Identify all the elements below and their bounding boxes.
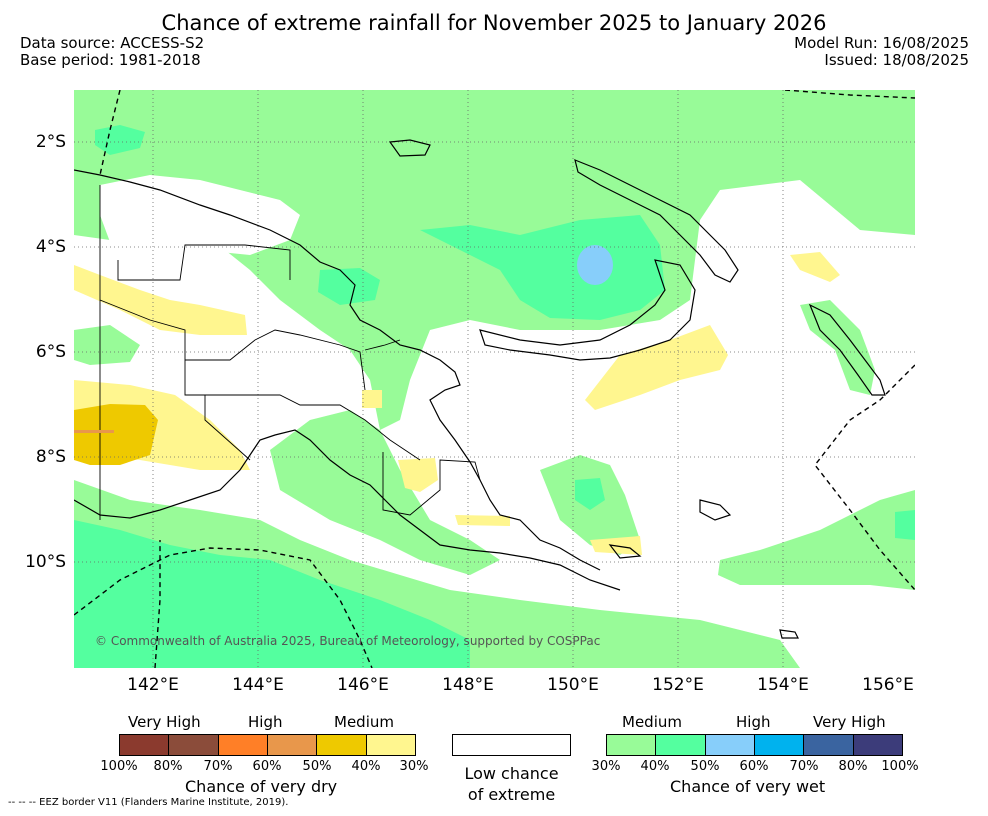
eez-borders xyxy=(74,90,915,668)
lon-label-144e: 144°E xyxy=(232,675,284,695)
wet-high-region-west xyxy=(318,268,380,305)
metadata-right: Model Run: 16/08/2025 Issued: 18/08/2025 xyxy=(794,35,969,69)
wet-medium-region-west xyxy=(74,325,140,365)
lat-label-4s: 4°S xyxy=(35,237,66,257)
dry-medium-spot xyxy=(362,390,382,408)
manus-island-coast xyxy=(388,139,431,157)
dry-swatch-2 xyxy=(218,735,268,755)
wet-medium-region-central xyxy=(270,410,500,575)
wet-high-region-far-north xyxy=(95,125,145,155)
model-run-text: Model Run: 16/08/2025 xyxy=(794,34,969,52)
wet-tick: 70% xyxy=(789,759,819,774)
wet-high-region-south xyxy=(74,520,470,668)
map-content xyxy=(74,90,915,668)
dry-medium-region-northeast xyxy=(790,252,840,282)
wet-medium-region-southeast xyxy=(718,490,915,590)
gridlines xyxy=(74,90,915,668)
dry-medium-region-south xyxy=(455,515,510,526)
wet-heading-high: High xyxy=(736,713,771,731)
wet-colorbar xyxy=(606,734,903,756)
wet-high-region-islands xyxy=(575,478,605,510)
new-ireland-coast xyxy=(574,159,739,283)
dry-medium-region-northwest xyxy=(74,265,247,335)
lon-label-146e: 146°E xyxy=(337,675,389,695)
wet-swatch-4 xyxy=(804,735,854,755)
lat-label-8s: 8°S xyxy=(35,447,66,467)
chart-title: Chance of extreme rainfall for November … xyxy=(161,11,827,35)
wet-swatch-5 xyxy=(853,735,902,755)
dry-medium-region-east xyxy=(585,325,728,410)
lon-label-156e: 156°E xyxy=(862,675,914,695)
province-borders xyxy=(99,185,481,520)
dry-swatch-3 xyxy=(267,735,318,755)
wet-heading-very-high: Very High xyxy=(813,713,886,731)
dry-tick: 70% xyxy=(203,759,233,774)
dry-tick: 100% xyxy=(100,759,138,774)
wet-tick: 80% xyxy=(838,759,868,774)
wet-tick: 100% xyxy=(881,759,919,774)
wet-caption: Chance of very wet xyxy=(670,777,826,796)
dry-caption: Chance of very dry xyxy=(185,777,338,796)
lon-label-148e: 148°E xyxy=(442,675,494,695)
wet-tick: 40% xyxy=(640,759,670,774)
dry-heading-high: High xyxy=(248,713,283,731)
wet-tick: 30% xyxy=(591,759,621,774)
low-chance-line2: of extreme xyxy=(467,785,556,804)
wet-swatch-3 xyxy=(754,735,805,755)
issued-text: Issued: 18/08/2025 xyxy=(824,51,969,69)
low-chance-swatch xyxy=(452,734,571,756)
low-chance-caption: Low chance of extreme xyxy=(440,763,583,805)
base-period-text: Base period: 1981-2018 xyxy=(20,51,201,69)
bougainville-coast xyxy=(808,303,886,396)
dry-swatch-0 xyxy=(120,735,170,755)
new-guinea-south-coast xyxy=(74,429,621,591)
wet-very-high-spot xyxy=(577,245,613,285)
eez-note: -- -- -- EEZ border V11 (Flanders Marine… xyxy=(8,797,289,808)
wet-tick: 60% xyxy=(739,759,769,774)
wet-high-region-north xyxy=(420,215,665,320)
dry-swatch-5 xyxy=(366,735,415,755)
low-chance-line1: Low chance xyxy=(464,764,559,783)
lon-label-142e: 142°E xyxy=(127,675,179,695)
coastlines xyxy=(74,139,886,639)
low-chance-region-north xyxy=(100,175,300,255)
dry-stripe xyxy=(74,430,114,433)
dry-medium-region-central xyxy=(398,458,438,492)
wet-tick: 50% xyxy=(690,759,720,774)
wet-heading-medium: Medium xyxy=(622,713,682,731)
lon-label-154e: 154°E xyxy=(757,675,809,695)
new-guinea-north-coast xyxy=(74,169,601,571)
wet-high-region-east xyxy=(895,510,915,540)
dry-swatch-4 xyxy=(317,735,367,755)
new-britain-coast xyxy=(479,259,696,361)
dry-tick: 60% xyxy=(252,759,282,774)
dry-colorbar xyxy=(119,734,416,756)
dry-swatch-1 xyxy=(169,735,219,755)
dry-tick: 50% xyxy=(302,759,332,774)
lon-label-152e: 152°E xyxy=(652,675,704,695)
lat-label-10s: 10°S xyxy=(25,552,66,572)
metadata-left: Data source: ACCESS-S2 Base period: 1981… xyxy=(20,35,204,69)
dry-heading-medium: Medium xyxy=(334,713,394,731)
dry-heading-very-high: Very High xyxy=(128,713,201,731)
dry-tick: 40% xyxy=(351,759,381,774)
wet-swatch-1 xyxy=(656,735,706,755)
fergusson-islands xyxy=(608,499,799,639)
dry-tick: 30% xyxy=(399,759,429,774)
dry-high-region xyxy=(74,404,158,465)
lat-label-6s: 6°S xyxy=(35,342,66,362)
wet-swatch-0 xyxy=(607,735,657,755)
dry-tick: 80% xyxy=(153,759,183,774)
lat-label-2s: 2°S xyxy=(35,132,66,152)
copyright-text: © Commonwealth of Australia 2025, Bureau… xyxy=(95,634,601,648)
data-source-text: Data source: ACCESS-S2 xyxy=(20,34,205,52)
wet-swatch-2 xyxy=(705,735,755,755)
lon-label-150e: 150°E xyxy=(547,675,599,695)
